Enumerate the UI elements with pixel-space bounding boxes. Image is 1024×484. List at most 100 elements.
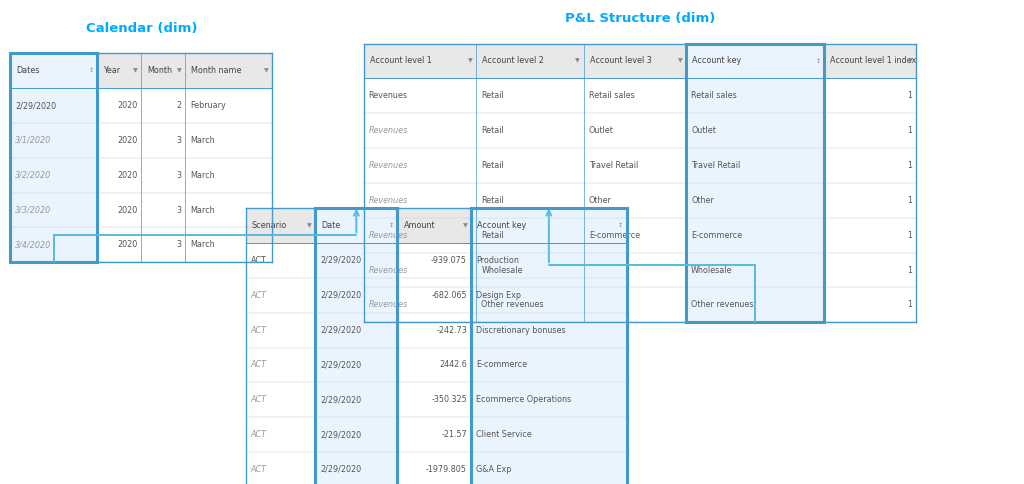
Bar [471, 348, 627, 382]
Bar [246, 313, 315, 348]
Bar [476, 78, 584, 113]
Text: -242.73: -242.73 [436, 326, 467, 334]
Text: Client Service: Client Service [476, 430, 531, 439]
Text: Account level 1 index: Account level 1 index [830, 57, 916, 65]
Text: Account key: Account key [692, 57, 741, 65]
Text: Revenues: Revenues [369, 301, 408, 309]
Bar [246, 243, 315, 278]
Bar [476, 253, 584, 287]
Bar [397, 243, 471, 278]
Bar [315, 348, 397, 382]
Text: ▼: ▼ [468, 59, 472, 63]
Bar [97, 158, 141, 193]
Text: ▼: ▼ [264, 68, 268, 73]
Bar [686, 113, 824, 148]
Text: ▼: ▼ [463, 223, 467, 228]
Bar [397, 348, 471, 382]
Bar [584, 287, 686, 322]
Bar [97, 53, 141, 88]
Bar [364, 148, 476, 183]
Bar [824, 183, 916, 218]
Bar [315, 452, 397, 484]
Text: Revenues: Revenues [369, 196, 408, 205]
Text: Retail: Retail [481, 196, 504, 205]
Bar [584, 253, 686, 287]
Text: E-commerce: E-commerce [691, 231, 742, 240]
Bar [824, 78, 916, 113]
Text: ↕: ↕ [388, 223, 394, 228]
Bar [476, 148, 584, 183]
Bar [476, 183, 584, 218]
Bar [686, 44, 824, 78]
Bar [10, 158, 97, 193]
Bar [246, 348, 315, 382]
Text: Other: Other [691, 196, 714, 205]
Text: Revenues: Revenues [369, 266, 408, 274]
Bar [10, 53, 97, 88]
Text: ▼: ▼ [307, 223, 311, 228]
Bar [584, 183, 686, 218]
Text: Account level 2: Account level 2 [482, 57, 544, 65]
Bar [141, 158, 185, 193]
Text: Revenues: Revenues [369, 231, 408, 240]
Bar [246, 208, 627, 484]
Text: Ecommerce Operations: Ecommerce Operations [476, 395, 571, 404]
Bar [141, 53, 185, 88]
Bar [471, 382, 627, 417]
Text: Wholesale: Wholesale [691, 266, 733, 274]
Text: Date: Date [322, 221, 341, 230]
Text: -350.325: -350.325 [431, 395, 467, 404]
Bar [315, 278, 397, 313]
Bar [397, 278, 471, 313]
Text: Month name: Month name [191, 66, 242, 75]
Bar [364, 44, 476, 78]
Text: ACT: ACT [251, 395, 267, 404]
Text: Account level 3: Account level 3 [590, 57, 651, 65]
Text: Retail sales: Retail sales [589, 91, 635, 100]
Bar [246, 278, 315, 313]
Text: ▼: ▼ [575, 59, 580, 63]
Bar [824, 113, 916, 148]
Text: Other revenues: Other revenues [481, 301, 544, 309]
Bar [364, 113, 476, 148]
Bar [364, 287, 476, 322]
Text: 3/2/2020: 3/2/2020 [15, 171, 51, 180]
Bar [686, 253, 824, 287]
Text: 3: 3 [176, 241, 181, 249]
Text: 3/4/2020: 3/4/2020 [15, 241, 51, 249]
Bar [686, 218, 824, 253]
Bar [824, 287, 916, 322]
Text: P&L Structure (dim): P&L Structure (dim) [565, 12, 715, 25]
Text: ↕: ↕ [617, 223, 624, 228]
Bar [185, 227, 272, 262]
Text: 3/1/2020: 3/1/2020 [15, 136, 51, 145]
Bar [10, 53, 272, 262]
Bar [315, 417, 397, 452]
Bar [824, 218, 916, 253]
Text: Wholesale: Wholesale [481, 266, 523, 274]
Text: G&A Exp: G&A Exp [476, 465, 512, 474]
Bar [185, 123, 272, 158]
Bar [315, 208, 397, 243]
Bar [185, 53, 272, 88]
Text: 3: 3 [176, 171, 181, 180]
Text: 3/3/2020: 3/3/2020 [15, 206, 51, 214]
Bar [584, 44, 686, 78]
Text: 1: 1 [907, 161, 912, 170]
Text: ▼: ▼ [678, 59, 682, 63]
Text: 2/29/2020: 2/29/2020 [321, 430, 361, 439]
Bar [471, 243, 627, 278]
Bar [686, 183, 824, 218]
Bar [476, 44, 584, 78]
Text: Travel Retail: Travel Retail [589, 161, 638, 170]
Text: Retail: Retail [481, 161, 504, 170]
Bar [584, 148, 686, 183]
Text: March: March [190, 241, 215, 249]
Bar [97, 193, 141, 227]
Bar [471, 313, 627, 348]
Text: Account level 1: Account level 1 [370, 57, 431, 65]
Text: -21.57: -21.57 [441, 430, 467, 439]
Text: ▼: ▼ [908, 59, 912, 63]
Bar [185, 193, 272, 227]
Text: Scenario: Scenario [252, 221, 287, 230]
